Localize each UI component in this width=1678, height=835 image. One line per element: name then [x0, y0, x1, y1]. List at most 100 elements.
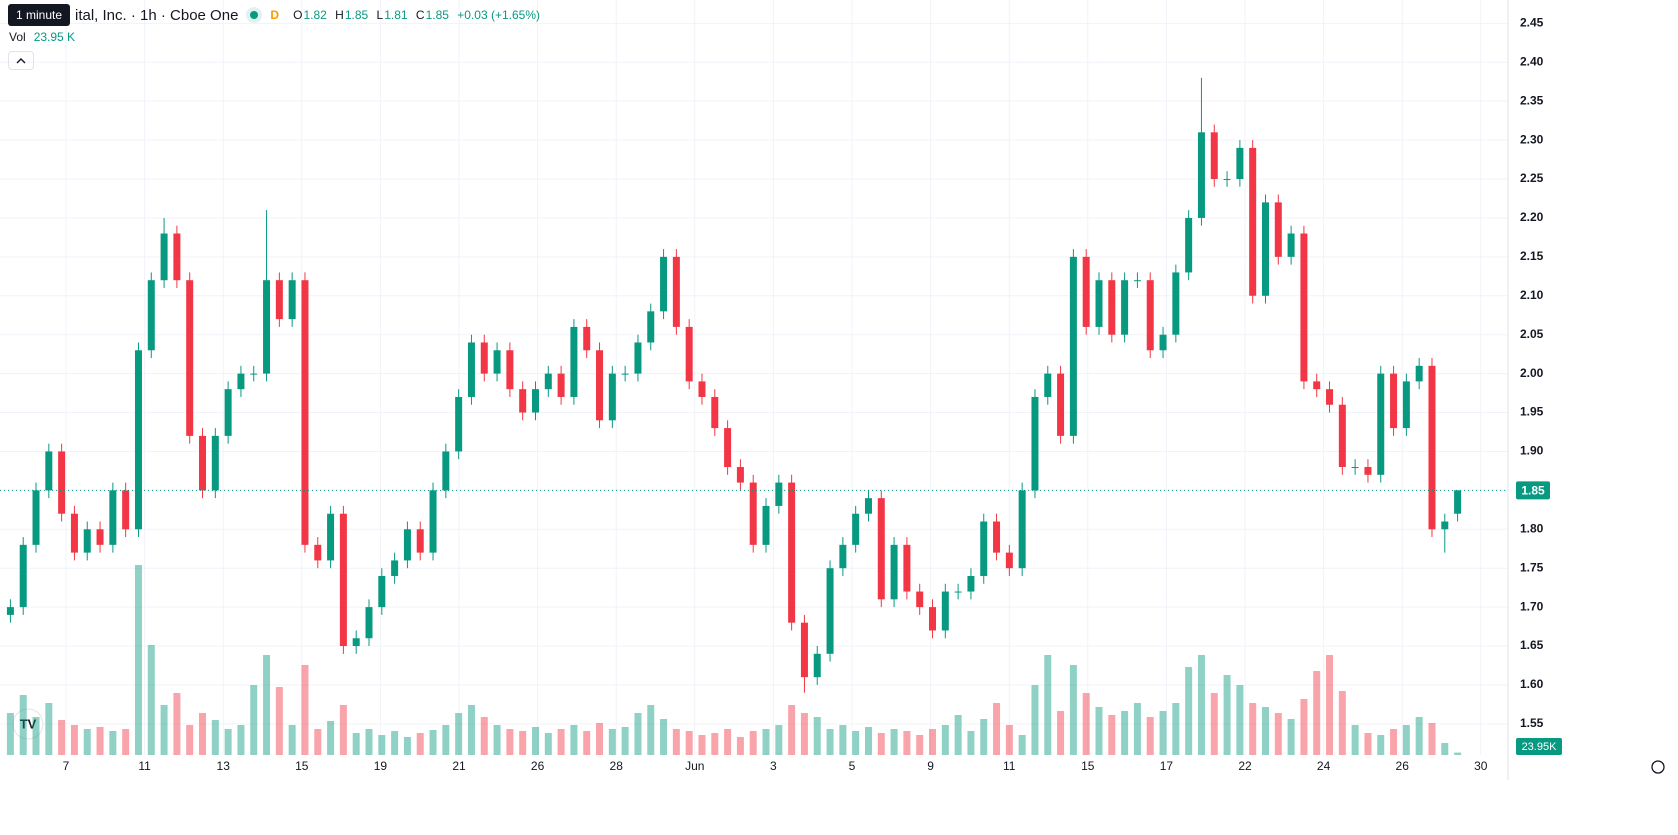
- volume-bar: [775, 725, 783, 755]
- volume-bar: [378, 735, 386, 755]
- candle-body: [1261, 202, 1269, 296]
- volume-bar: [455, 713, 463, 755]
- volume-bar: [724, 729, 732, 755]
- volume-bar: [1338, 691, 1346, 755]
- candle-body: [365, 607, 373, 639]
- candle-body: [1351, 467, 1359, 469]
- volume-bar: [1441, 743, 1449, 755]
- candle-body: [698, 381, 706, 397]
- volume-bar: [877, 733, 885, 755]
- volume-bar: [1364, 733, 1372, 755]
- volume-bar: [1274, 713, 1282, 755]
- x-tick-label: 21: [452, 759, 466, 773]
- y-tick-label: 2.40: [1520, 54, 1544, 68]
- candle-body: [839, 544, 847, 569]
- candle-body: [506, 350, 514, 390]
- volume-bar: [839, 725, 847, 755]
- volume-bar: [1121, 711, 1129, 755]
- candle-body: [1044, 373, 1052, 397]
- candle-body: [736, 467, 744, 483]
- y-tick-label: 1.60: [1520, 677, 1544, 691]
- candle-body: [877, 498, 885, 600]
- volume-bar: [147, 645, 155, 755]
- volume-bar: [852, 731, 860, 755]
- volume-bar: [58, 720, 66, 755]
- candle-body: [1108, 280, 1116, 335]
- candle-body: [45, 451, 53, 491]
- volume-bar: [570, 725, 578, 755]
- candle-body: [288, 280, 296, 320]
- h-label: H: [335, 8, 344, 22]
- candle-body: [6, 607, 14, 615]
- candle-body: [186, 280, 194, 436]
- volume-bar: [263, 655, 271, 755]
- candle-body: [263, 280, 271, 374]
- tv-logo[interactable]: [12, 708, 44, 740]
- volume-bar: [608, 729, 616, 755]
- volume-bar: [1044, 655, 1052, 755]
- volume-bar: [647, 705, 655, 755]
- symbol-title[interactable]: ital, Inc. · 1h · Cboe One: [75, 6, 239, 24]
- candle-body: [1082, 256, 1090, 327]
- volume-bar: [967, 731, 975, 755]
- x-tick-label: 30: [1474, 759, 1488, 773]
- volume-bar: [199, 713, 207, 755]
- volume-bar: [1313, 671, 1321, 755]
- x-tick-label: 11: [138, 759, 151, 773]
- volume-bar: [903, 731, 911, 755]
- y-tick-label: 1.65: [1520, 638, 1544, 652]
- candle-body: [813, 653, 821, 678]
- volume-bar: [672, 729, 680, 755]
- volume-bar: [288, 725, 296, 755]
- candle-body: [570, 326, 578, 397]
- volume-bar: [96, 727, 104, 755]
- volume-bar: [890, 729, 898, 755]
- volume-bar: [749, 731, 757, 755]
- candle-body: [749, 482, 757, 545]
- candle-body: [70, 513, 78, 553]
- candle-body: [32, 490, 40, 545]
- candle-body: [352, 638, 360, 647]
- volume-bar: [109, 731, 117, 755]
- candle-body: [391, 560, 399, 576]
- candle-body: [916, 591, 924, 608]
- volume-bar: [1031, 685, 1039, 755]
- y-tick-label: 1.75: [1520, 560, 1544, 574]
- candle-body: [493, 350, 501, 374]
- candle-body: [1159, 334, 1167, 351]
- candle-body: [1197, 132, 1205, 218]
- volume-bar: [480, 717, 488, 755]
- candle-body: [762, 505, 770, 545]
- volume-bar: [993, 703, 1001, 755]
- y-tick-label: 2.25: [1520, 171, 1544, 185]
- volume-bar: [1108, 715, 1116, 755]
- y-tick-label: 2.00: [1520, 366, 1544, 380]
- volume-bar: [186, 725, 194, 755]
- volume-bar: [1005, 725, 1013, 755]
- candle-body: [685, 326, 693, 382]
- candle-body: [122, 490, 130, 530]
- x-tick-label: 15: [295, 759, 309, 773]
- volume-bar: [1146, 717, 1154, 755]
- volume-bar: [1261, 707, 1269, 755]
- candle-body: [775, 482, 783, 506]
- volume-bar: [134, 565, 142, 755]
- x-tick-label: 26: [531, 759, 545, 773]
- volume-bar: [160, 705, 168, 755]
- collapse-button[interactable]: [8, 51, 34, 70]
- volume-bar: [1185, 667, 1193, 755]
- settings-icon[interactable]: [1651, 760, 1665, 774]
- volume-bar: [1159, 711, 1167, 755]
- candle-body: [1031, 396, 1039, 491]
- volume-bar: [954, 715, 962, 755]
- x-tick-label: 17: [1160, 759, 1174, 773]
- candle-body: [1274, 202, 1282, 257]
- chevron-up: [16, 57, 26, 63]
- x-tick-label: 22: [1238, 759, 1252, 773]
- candle-body: [864, 498, 872, 514]
- candle-body: [890, 544, 898, 600]
- candle-body: [403, 529, 411, 561]
- candle-body: [1300, 233, 1308, 382]
- volume-bar: [596, 723, 604, 755]
- volume-bar: [275, 687, 283, 755]
